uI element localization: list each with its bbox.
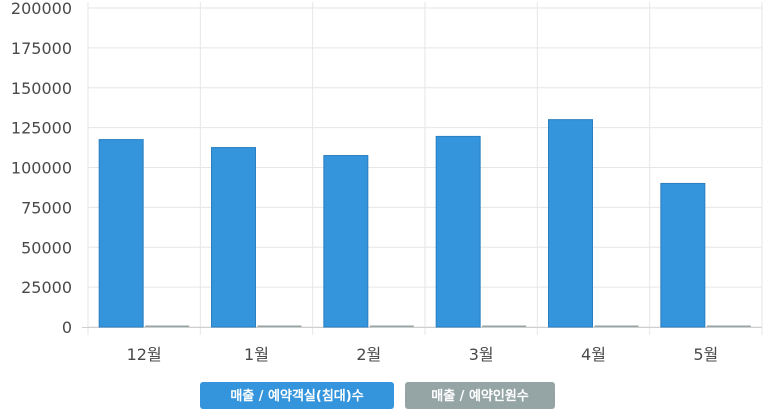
bar-guests-4[interactable] bbox=[594, 325, 639, 328]
bar-rooms-3[interactable] bbox=[435, 135, 481, 328]
bar-rooms-0[interactable] bbox=[98, 139, 144, 328]
bar-rooms-2[interactable] bbox=[323, 155, 369, 328]
y-tick-label: 175000 bbox=[11, 39, 72, 58]
y-axis: 0 25000 50000 75000 100000 125000 150000 175000… bbox=[11, 0, 72, 337]
bars bbox=[98, 119, 751, 328]
x-tick-label: 3월 bbox=[469, 345, 494, 364]
x-tick-label: 12월 bbox=[127, 345, 162, 364]
bar-guests-3[interactable] bbox=[482, 325, 527, 328]
bar-rooms-5[interactable] bbox=[660, 182, 706, 328]
y-tick-label: 25000 bbox=[21, 278, 72, 297]
x-tick-label: 4월 bbox=[581, 345, 606, 364]
y-tick-label: 75000 bbox=[21, 198, 72, 217]
x-tick-label: 1월 bbox=[244, 345, 269, 364]
y-tick-label: 100000 bbox=[11, 159, 72, 178]
legend-label: 매출 / 예약인원수 bbox=[431, 388, 529, 404]
bar-guests-2[interactable] bbox=[369, 325, 414, 328]
bar-guests-0[interactable] bbox=[145, 325, 190, 328]
x-axis: 12월 1월 2월 3월 4월 5월 bbox=[127, 345, 719, 364]
x-tick-label: 5월 bbox=[693, 345, 718, 364]
bar-guests-1[interactable] bbox=[257, 325, 302, 328]
legend-swatch bbox=[405, 382, 555, 409]
y-tick-label: 150000 bbox=[11, 79, 72, 98]
legend-label: 매출 / 예약객실(침대)수 bbox=[230, 388, 363, 404]
legend-swatch bbox=[200, 382, 394, 409]
y-tick-label: 125000 bbox=[11, 119, 72, 138]
bar-rooms-4[interactable] bbox=[548, 119, 593, 328]
y-tick-label: 50000 bbox=[21, 238, 72, 257]
legend: 매출 / 예약객실(침대)수 매출 / 예약인원수 bbox=[200, 382, 555, 409]
bar-guests-5[interactable] bbox=[706, 325, 751, 328]
y-tick-label: 0 bbox=[62, 318, 72, 337]
y-tick-label: 200000 bbox=[11, 0, 72, 18]
legend-item-0[interactable]: 매출 / 예약객실(침대)수 bbox=[200, 382, 394, 409]
legend-item-1[interactable]: 매출 / 예약인원수 bbox=[405, 382, 555, 409]
bar-rooms-1[interactable] bbox=[211, 147, 256, 328]
x-tick-label: 2월 bbox=[356, 345, 381, 364]
grid-lines bbox=[82, 2, 763, 335]
